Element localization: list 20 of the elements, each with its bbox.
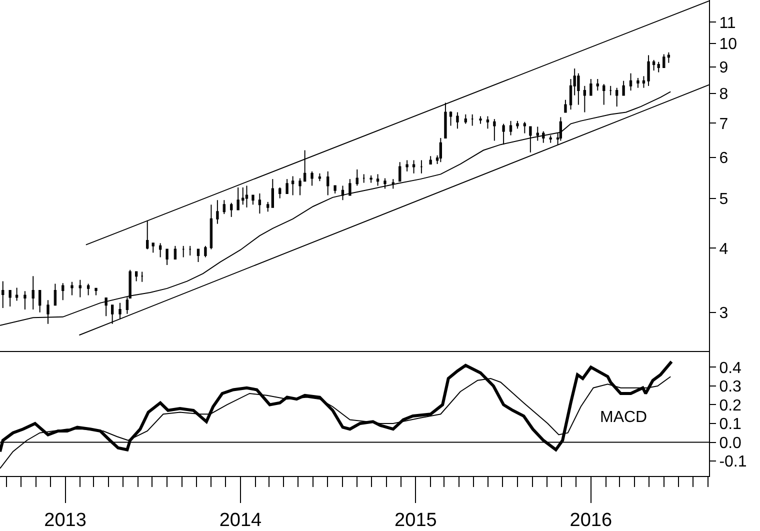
y-tick-label: 6 bbox=[719, 150, 728, 168]
y-tick-label: 0.2 bbox=[719, 397, 742, 414]
y-tick-label: 4 bbox=[719, 240, 728, 258]
y-tick-label: 0.0 bbox=[719, 434, 742, 452]
y-tick-label: 0.4 bbox=[719, 360, 742, 377]
y-tick-label: 5 bbox=[719, 190, 728, 208]
x-tick-label: 2014 bbox=[219, 510, 262, 531]
annotation: MACD bbox=[600, 409, 648, 426]
x-tick-label: 2013 bbox=[44, 510, 86, 531]
y-tick-label: 8 bbox=[719, 86, 728, 103]
y-tick-label: 0.1 bbox=[719, 416, 742, 434]
y-tick-label: 9 bbox=[719, 60, 728, 77]
y-tick-label: 3 bbox=[719, 305, 728, 322]
x-tick-label: 2015 bbox=[394, 510, 437, 531]
x-tick-label: 2016 bbox=[570, 510, 612, 531]
y-tick-label: 10 bbox=[719, 36, 738, 54]
y-tick-label: 0.3 bbox=[719, 378, 742, 396]
y-tick-label: 7 bbox=[719, 116, 728, 133]
y-tick-label: 11 bbox=[719, 14, 736, 32]
y-tick-label: -0.1 bbox=[719, 454, 747, 471]
